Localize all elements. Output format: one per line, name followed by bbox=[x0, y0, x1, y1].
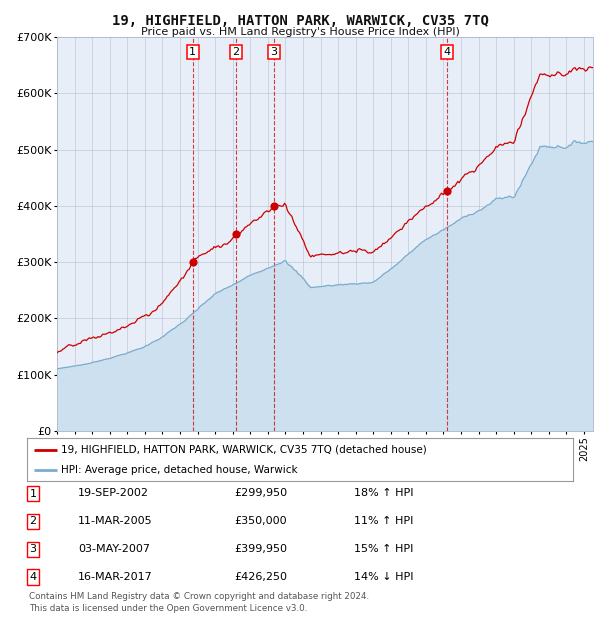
Text: 11% ↑ HPI: 11% ↑ HPI bbox=[354, 516, 413, 526]
Text: 3: 3 bbox=[270, 47, 277, 57]
Text: 4: 4 bbox=[29, 572, 37, 582]
Text: Contains HM Land Registry data © Crown copyright and database right 2024.: Contains HM Land Registry data © Crown c… bbox=[29, 592, 369, 601]
Point bbox=[269, 201, 278, 211]
Text: £299,950: £299,950 bbox=[234, 488, 287, 498]
Text: 16-MAR-2017: 16-MAR-2017 bbox=[78, 572, 153, 582]
Text: £399,950: £399,950 bbox=[234, 544, 287, 554]
Text: 11-MAR-2005: 11-MAR-2005 bbox=[78, 516, 152, 526]
Point bbox=[442, 186, 452, 196]
Text: 18% ↑ HPI: 18% ↑ HPI bbox=[354, 488, 413, 498]
Text: 1: 1 bbox=[29, 489, 37, 498]
Text: 14% ↓ HPI: 14% ↓ HPI bbox=[354, 572, 413, 582]
Point bbox=[188, 257, 197, 267]
Text: HPI: Average price, detached house, Warwick: HPI: Average price, detached house, Warw… bbox=[61, 465, 298, 475]
Text: £350,000: £350,000 bbox=[234, 516, 287, 526]
Text: 19-SEP-2002: 19-SEP-2002 bbox=[78, 488, 149, 498]
Point bbox=[231, 229, 241, 239]
Text: 03-MAY-2007: 03-MAY-2007 bbox=[78, 544, 150, 554]
Text: 19, HIGHFIELD, HATTON PARK, WARWICK, CV35 7TQ (detached house): 19, HIGHFIELD, HATTON PARK, WARWICK, CV3… bbox=[61, 445, 427, 454]
Text: 1: 1 bbox=[189, 47, 196, 57]
Text: 15% ↑ HPI: 15% ↑ HPI bbox=[354, 544, 413, 554]
Text: This data is licensed under the Open Government Licence v3.0.: This data is licensed under the Open Gov… bbox=[29, 603, 307, 613]
Text: 3: 3 bbox=[29, 544, 37, 554]
Text: £426,250: £426,250 bbox=[234, 572, 287, 582]
Text: 19, HIGHFIELD, HATTON PARK, WARWICK, CV35 7TQ: 19, HIGHFIELD, HATTON PARK, WARWICK, CV3… bbox=[112, 14, 488, 28]
Text: Price paid vs. HM Land Registry's House Price Index (HPI): Price paid vs. HM Land Registry's House … bbox=[140, 27, 460, 37]
Text: 2: 2 bbox=[232, 47, 239, 57]
Text: 2: 2 bbox=[29, 516, 37, 526]
Text: 4: 4 bbox=[443, 47, 451, 57]
